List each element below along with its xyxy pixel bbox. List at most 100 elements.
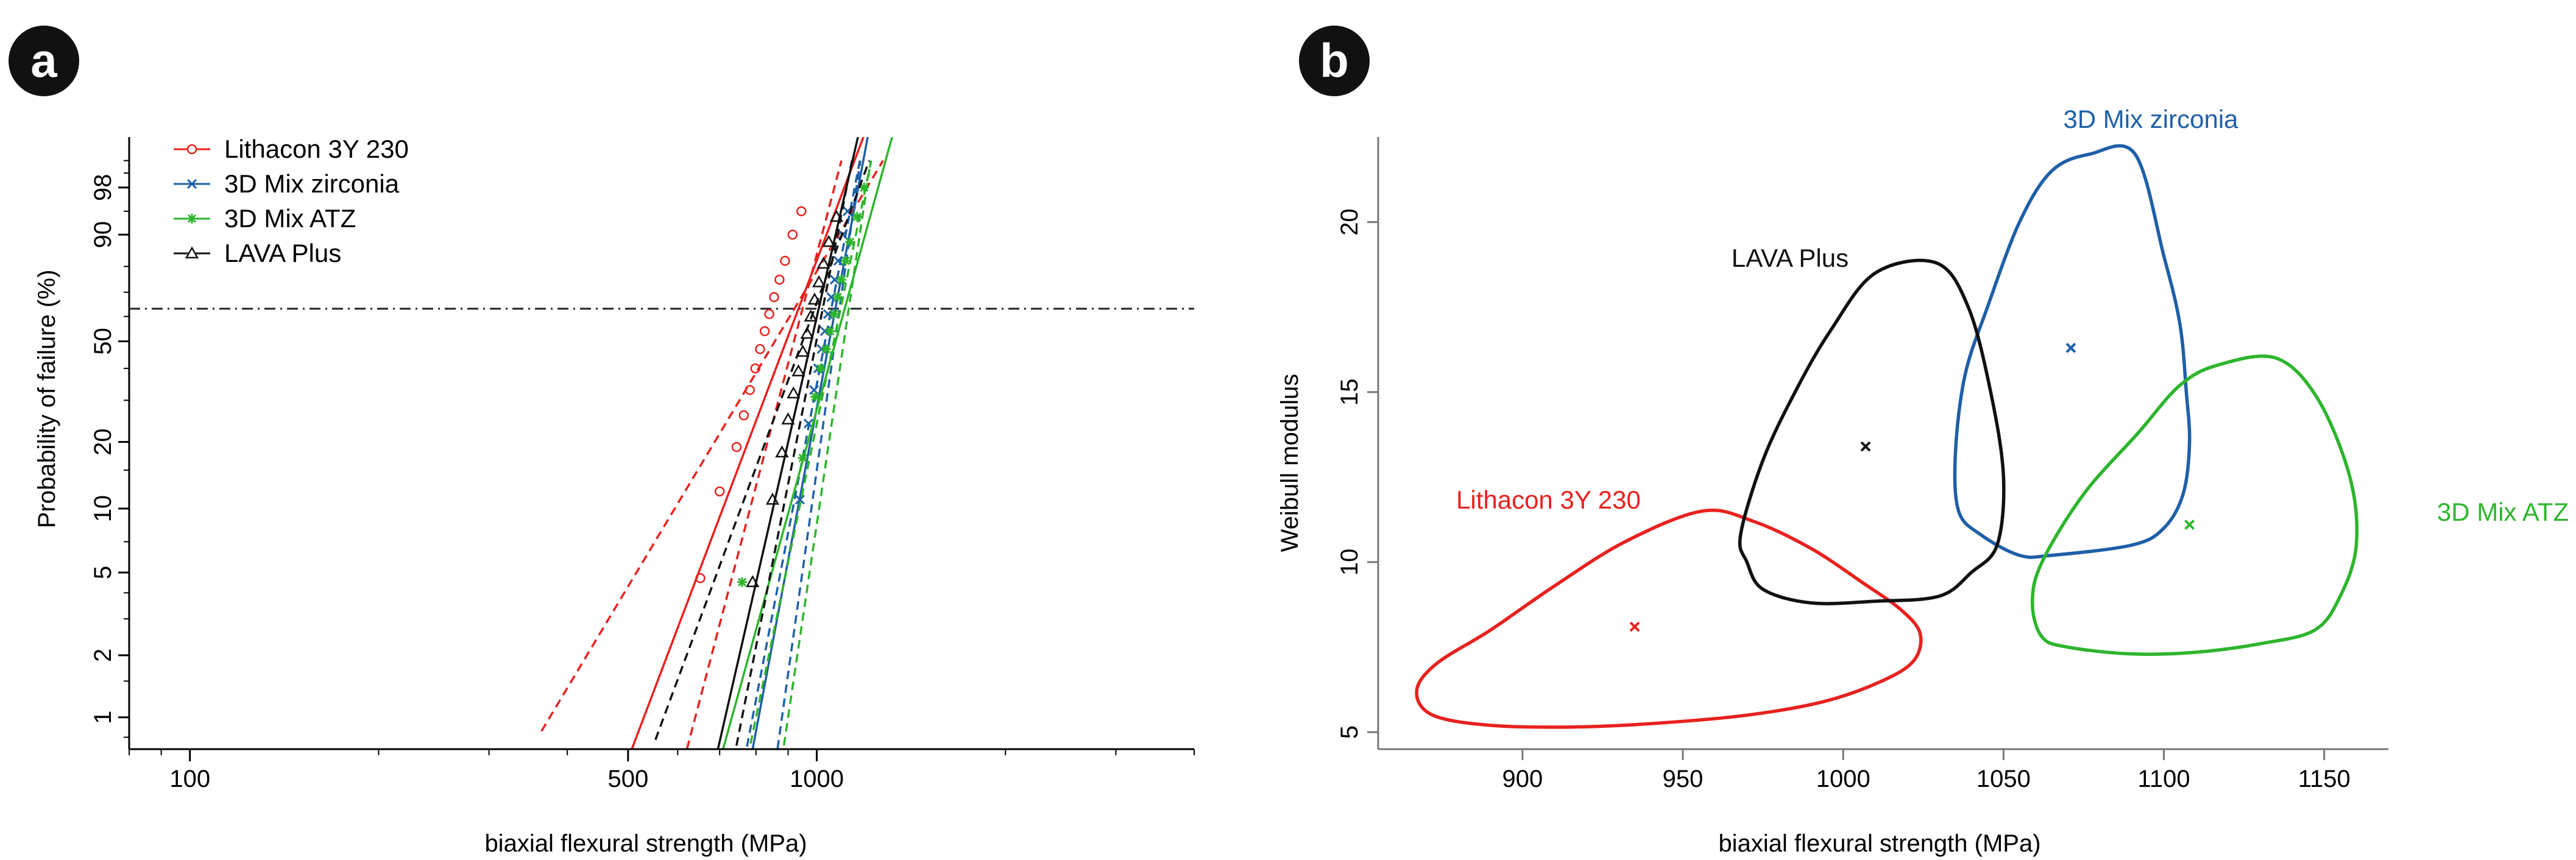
y-tick-label-5: 5 xyxy=(90,566,116,579)
panel-b-ylabel: Weibull modulus xyxy=(1276,374,1303,552)
confidence-contour xyxy=(1738,258,2006,605)
data-point xyxy=(796,206,807,217)
panel-a-ylabel: Probability of failure (%) xyxy=(34,270,60,529)
legend-item-lava-plus: LAVA Plus xyxy=(174,239,341,267)
panel-a-legend: Lithacon 3Y 230 3D Mix zirconia 3D Mix ATZ… xyxy=(174,135,409,267)
data-point xyxy=(807,292,822,305)
estimate-marker xyxy=(1629,621,1640,632)
data-point xyxy=(759,326,770,336)
panel-a-xlabel: biaxial flexural strength (MPa) xyxy=(484,830,807,857)
data-point xyxy=(794,495,805,505)
data-point xyxy=(746,575,760,588)
series-lava-plus xyxy=(654,137,871,749)
panel-b-badge xyxy=(1299,26,1370,96)
data-point xyxy=(810,392,821,402)
data-point xyxy=(816,363,826,373)
fit-line xyxy=(631,137,865,749)
data-point xyxy=(796,344,810,357)
fit-line xyxy=(717,137,859,749)
data-point xyxy=(714,486,725,497)
data-point xyxy=(841,256,851,266)
data-point xyxy=(804,309,818,322)
data-point xyxy=(695,573,706,583)
y-tick-label-50: 50 xyxy=(90,328,116,355)
legend-item-lithacon-3y-230: Lithacon 3Y 230 xyxy=(174,135,409,163)
data-point xyxy=(787,386,801,399)
contour-lithacon-3y-230: Lithacon 3Y 230 xyxy=(1415,485,1923,729)
data-point xyxy=(798,453,808,463)
confidence-contour-plot: 900 950 1000 1050 1100 1150 5 10 15 20 Lithacon 3… xyxy=(1276,105,2569,857)
legend-item-3d-mix-atz: 3D Mix ATZ xyxy=(174,204,356,233)
confidence-contour xyxy=(1415,509,1923,729)
contour-3d-mix-zirconia: 3D Mix zirconia xyxy=(1953,105,2238,559)
contour-label: 3D Mix zirconia xyxy=(2063,105,2238,133)
x-tick-label-1100: 1100 xyxy=(2138,766,2190,792)
y-tick-label-10: 10 xyxy=(90,495,116,523)
x-tick-label-1050: 1050 xyxy=(1976,766,2031,792)
data-point xyxy=(852,212,862,222)
data-point xyxy=(780,255,790,266)
legend-label: 3D Mix ATZ xyxy=(224,204,356,233)
data-point xyxy=(737,577,747,587)
y-tick-label-20: 20 xyxy=(90,428,116,456)
data-point xyxy=(775,445,789,457)
data-point xyxy=(787,229,798,240)
x-tick-label-900: 900 xyxy=(1502,766,1543,792)
contour-label: Lithacon 3Y 230 xyxy=(1456,485,1641,514)
data-point xyxy=(755,344,765,354)
data-point xyxy=(833,256,843,266)
y-tick-label-15: 15 xyxy=(1336,379,1363,406)
data-point xyxy=(829,309,839,319)
series-3d-mix-atz xyxy=(721,137,893,749)
data-point xyxy=(800,326,814,339)
series-lithacon-3y-230 xyxy=(540,137,884,749)
legend-marker xyxy=(186,178,197,189)
contour-3d-mix-atz: 3D Mix ATZ xyxy=(2031,354,2569,656)
confidence-band-upper xyxy=(782,160,872,749)
data-point xyxy=(809,385,819,395)
confidence-contour xyxy=(1953,144,2192,559)
confidence-contour xyxy=(2031,354,2359,656)
data-point xyxy=(764,309,774,319)
legend-marker xyxy=(186,144,197,155)
contour-label: LAVA Plus xyxy=(1732,244,1849,272)
data-point xyxy=(821,344,831,354)
data-point xyxy=(859,182,869,192)
legend-label: LAVA Plus xyxy=(224,239,341,267)
y-tick-label-90: 90 xyxy=(90,221,116,248)
data-point xyxy=(774,274,785,285)
data-point xyxy=(816,256,830,269)
panel-b-badge-label: b xyxy=(1320,33,1349,87)
x-tick-label-1000: 1000 xyxy=(1816,766,1870,792)
data-point xyxy=(769,292,779,303)
data-point xyxy=(829,210,844,222)
y-tick-label-10: 10 xyxy=(1336,549,1363,576)
y-tick-label-1: 1 xyxy=(90,711,116,724)
legend-item-3d-mix-zirconia: 3D Mix zirconia xyxy=(174,169,400,198)
data-point xyxy=(812,275,826,287)
data-point xyxy=(731,442,742,453)
legend-marker xyxy=(187,214,197,224)
x-tick-label-100: 100 xyxy=(169,766,210,792)
legend-marker xyxy=(185,246,199,259)
data-point xyxy=(765,492,780,505)
legend-label: Lithacon 3Y 230 xyxy=(224,135,409,163)
data-point xyxy=(745,385,755,395)
data-point xyxy=(791,364,805,376)
contour-label: 3D Mix ATZ xyxy=(2437,498,2569,526)
estimate-marker xyxy=(2065,342,2076,353)
confidence-band-upper xyxy=(685,160,843,749)
panel-a-badge xyxy=(9,26,79,96)
y-tick-label-98: 98 xyxy=(90,174,116,202)
data-point xyxy=(845,237,855,247)
x-tick-label-500: 500 xyxy=(607,766,648,792)
panel-a-badge-label: a xyxy=(30,33,57,87)
y-tick-label-5: 5 xyxy=(1336,725,1363,739)
confidence-band-lower xyxy=(748,160,872,749)
data-point xyxy=(822,234,836,247)
x-tick-label-1000: 1000 xyxy=(790,766,844,792)
y-tick-label-20: 20 xyxy=(1336,208,1363,236)
contour-lava-plus: LAVA Plus xyxy=(1732,244,2006,605)
confidence-band-lower xyxy=(654,160,871,741)
